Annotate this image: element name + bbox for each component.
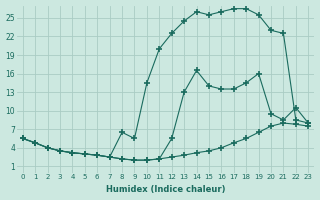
X-axis label: Humidex (Indice chaleur): Humidex (Indice chaleur) <box>106 185 225 194</box>
